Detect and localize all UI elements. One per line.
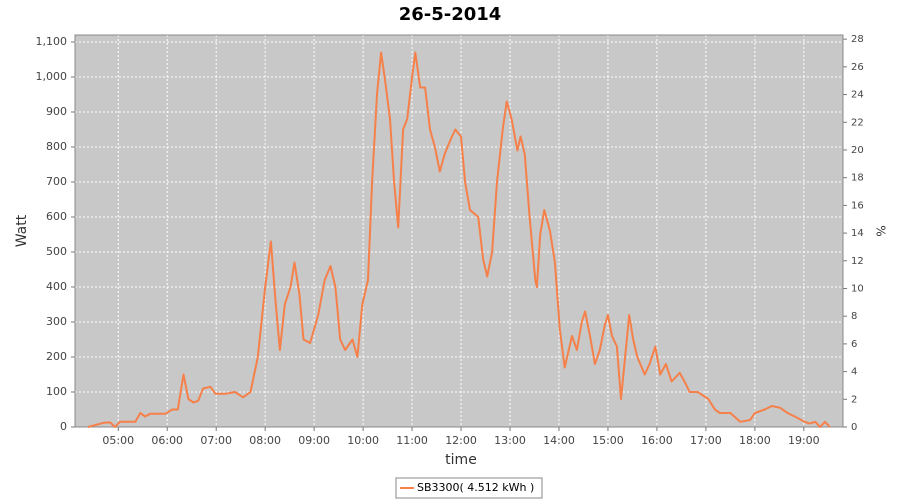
y2-tick-label: 24 (851, 90, 864, 101)
chart-title: 26-5-2014 (399, 4, 502, 25)
y2-tick-label: 0 (851, 422, 857, 433)
legend-label: SB3300( 4.512 kWh ) (417, 481, 534, 494)
y2-tick-label: 12 (851, 256, 864, 267)
y2-tick-label: 16 (851, 200, 864, 211)
y-tick-label: 400 (46, 280, 67, 293)
y2-tick-label: 2 (851, 394, 857, 405)
x-tick-label: 13:00 (494, 434, 526, 447)
y-tick-label: 0 (60, 420, 67, 433)
x-tick-label: 10:00 (347, 434, 379, 447)
plot-area (75, 35, 843, 427)
y-tick-label: 1,100 (36, 35, 68, 48)
y-tick-label: 700 (46, 175, 67, 188)
y2-tick-label: 22 (851, 117, 864, 128)
x-tick-label: 19:00 (788, 434, 820, 447)
plot-border (74, 34, 844, 428)
x-tick-label: 16:00 (641, 434, 673, 447)
x-tick-label: 15:00 (592, 434, 624, 447)
x-tick-label: 09:00 (298, 434, 330, 447)
x-tick-label: 11:00 (396, 434, 428, 447)
y2-tick-label: 6 (851, 339, 857, 350)
x-tick-label: 08:00 (249, 434, 281, 447)
y2-tick-label: 28 (851, 34, 864, 45)
y-tick-label: 300 (46, 315, 67, 328)
y2-tick-label: 10 (851, 283, 864, 294)
legend-box (395, 477, 543, 499)
y-tick-label: 800 (46, 140, 67, 153)
y2-tick-label: 8 (851, 311, 857, 322)
y2-tick-label: 20 (851, 145, 864, 156)
y2-axis-label: % (874, 225, 888, 236)
y-tick-label: 600 (46, 210, 67, 223)
x-tick-label: 05:00 (102, 434, 134, 447)
y-axis-label: Watt (14, 214, 30, 247)
y2-tick-label: 26 (851, 62, 864, 73)
y2-tick-label: 4 (851, 367, 857, 378)
y2-tick-label: 18 (851, 173, 864, 184)
y-tick-label: 100 (46, 385, 67, 398)
y2-tick-label: 14 (851, 228, 864, 239)
y-tick-label: 900 (46, 105, 67, 118)
x-tick-label: 18:00 (739, 434, 771, 447)
y-tick-label: 1,000 (36, 70, 68, 83)
x-tick-label: 06:00 (151, 434, 183, 447)
data-line (87, 51, 831, 428)
x-axis-label: time (445, 452, 477, 468)
x-tick-label: 14:00 (543, 434, 575, 447)
y-tick-label: 500 (46, 245, 67, 258)
x-tick-label: 12:00 (445, 434, 477, 447)
x-tick-label: 17:00 (690, 434, 722, 447)
y-tick-label: 200 (46, 350, 67, 363)
x-tick-label: 07:00 (200, 434, 232, 447)
